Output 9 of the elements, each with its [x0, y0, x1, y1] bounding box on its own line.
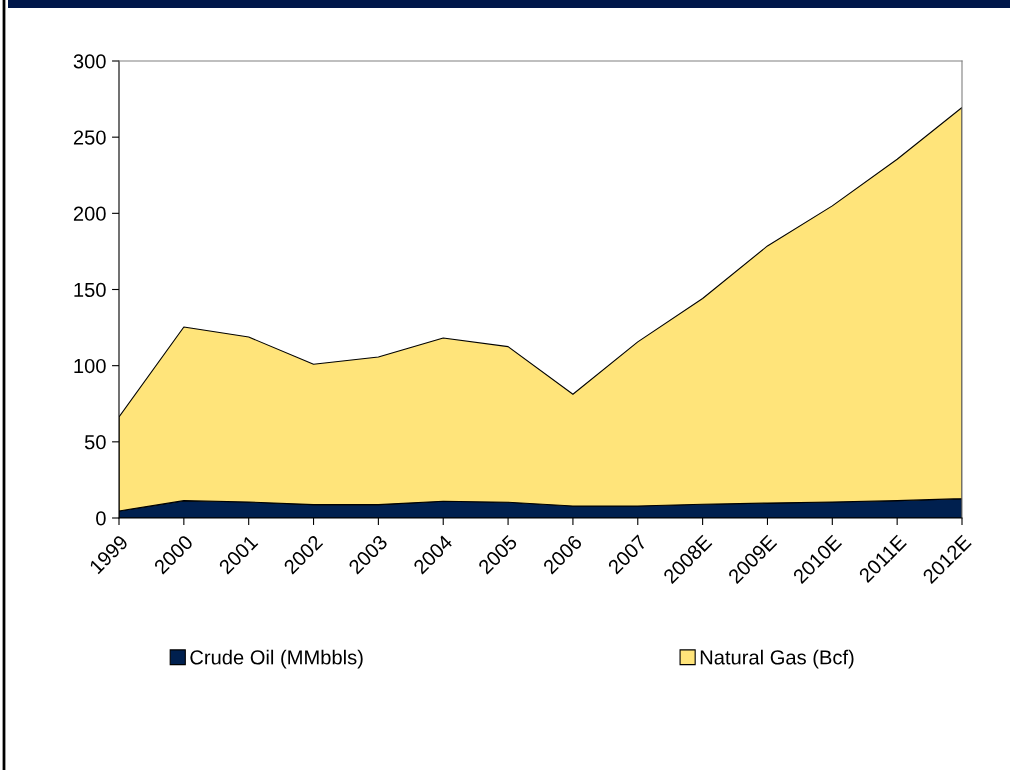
y-tick-label: 0: [96, 511, 106, 526]
y-tick-label: 300: [73, 54, 106, 69]
y-tick-label: 100: [74, 358, 106, 374]
y-tick-label: 250: [73, 130, 106, 145]
legend-label: Natural Gas (Bcf): [700, 649, 854, 669]
y-tick-label: 150: [74, 282, 106, 297]
legend-label: Crude Oil (MMbbls): [190, 649, 363, 669]
y-tick-label: 50: [84, 435, 106, 450]
y-tick-label: 200: [73, 206, 106, 221]
